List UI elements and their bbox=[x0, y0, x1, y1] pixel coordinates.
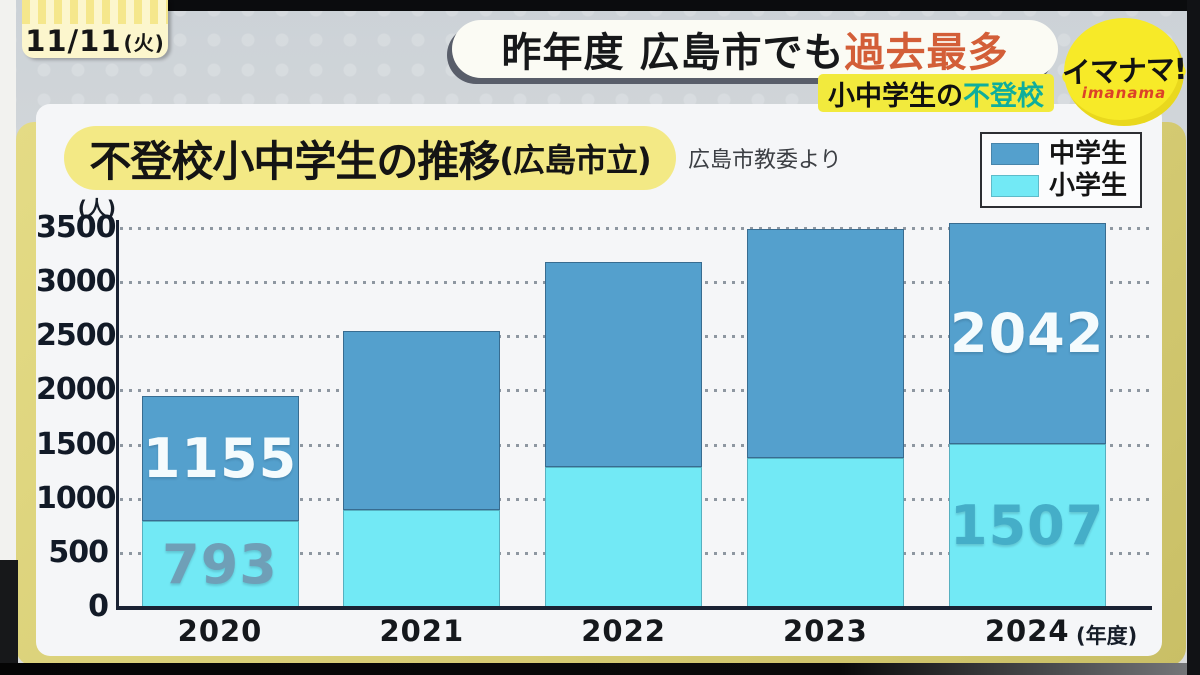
legend-label: 中学生 bbox=[1049, 139, 1128, 169]
headline-text: 昨年度 広島市でも bbox=[501, 30, 845, 76]
date-badge: 11/11 (火) bbox=[22, 0, 168, 58]
bar-value-2020-小学生: 793 bbox=[162, 532, 278, 596]
y-tick-label-1500: 1500 bbox=[36, 426, 117, 462]
legend-box: 中学生 小学生 bbox=[980, 132, 1142, 208]
screen-edge-left bbox=[0, 0, 16, 572]
screen-edge-bottom bbox=[0, 663, 1200, 675]
bar-2021-小学生 bbox=[343, 509, 501, 607]
x-label-2020: 2020 bbox=[177, 614, 263, 648]
topic-highlight: 不登校 bbox=[963, 80, 1044, 112]
x-label-2024: 2024 bbox=[984, 614, 1070, 648]
bar-2023-中学生 bbox=[746, 229, 904, 459]
x-label-2023: 2023 bbox=[783, 614, 868, 648]
lemon-icon bbox=[1060, 18, 1188, 126]
bar-value-2024-中学生: 2042 bbox=[950, 301, 1105, 365]
y-axis-unit: (人) bbox=[77, 196, 116, 220]
headline-highlight: 過去最多 bbox=[844, 30, 1009, 76]
chart-title: 不登校小中学生の推移 bbox=[89, 136, 500, 186]
y-tick-label-3500: 3500 bbox=[36, 210, 117, 245]
bar-2023-小学生 bbox=[746, 458, 904, 607]
y-tick-label-1000: 1000 bbox=[36, 480, 117, 516]
bar-2022-中学生 bbox=[545, 261, 703, 468]
y-tick-label-500: 500 bbox=[48, 534, 109, 570]
topic-text: 小中学生の bbox=[828, 80, 963, 112]
chart-title-suffix: (広島市立) bbox=[499, 141, 651, 179]
chart-title-pill: 不登校小中学生の推移 (広島市立) bbox=[64, 126, 676, 190]
program-logo: イマナマ! imanama bbox=[1058, 14, 1190, 132]
chart-panel: 不登校小中学生の推移 (広島市立) 広島市教委より 中学生 小学生 (人) 0 500… bbox=[36, 104, 1162, 656]
bar-2021-中学生 bbox=[343, 330, 501, 510]
plot-area: 0 500 1000 1500 2000 2500 3000 3500 793 1155 2020 2… bbox=[36, 104, 1162, 656]
legend-label: 小学生 bbox=[1049, 171, 1128, 201]
screen-edge-left-dark bbox=[0, 560, 18, 675]
date-value: 11/11 bbox=[25, 24, 122, 58]
x-axis-line bbox=[116, 606, 1152, 610]
x-label-2022: 2022 bbox=[581, 614, 666, 648]
topic-banner: 小中学生の 不登校 bbox=[818, 74, 1054, 112]
legend-swatch-中学生 bbox=[991, 143, 1039, 165]
legend-item-小学生: 小学生 bbox=[991, 172, 1131, 200]
x-axis-unit: (年度) bbox=[1076, 624, 1138, 648]
y-tick-label-2000: 2000 bbox=[36, 372, 117, 408]
bar-2020-小学生: 793 bbox=[141, 521, 299, 607]
bar-2022-小学生 bbox=[545, 467, 703, 607]
bar-2024-小学生: 1507 bbox=[948, 443, 1106, 607]
screen-edge-top bbox=[160, 0, 1194, 11]
y-tick-label-2500: 2500 bbox=[36, 318, 117, 354]
bar-value-2024-小学生: 1507 bbox=[950, 493, 1105, 557]
headline-banner: 昨年度 広島市でも 過去最多 bbox=[452, 20, 1058, 78]
legend-item-中学生: 中学生 bbox=[991, 140, 1131, 168]
date-weekday: (火) bbox=[123, 30, 165, 55]
x-label-2021: 2021 bbox=[379, 614, 465, 648]
bar-2020-中学生: 1155 bbox=[141, 396, 299, 522]
y-tick-label-0: 0 bbox=[88, 589, 109, 624]
y-tick-label-3000: 3000 bbox=[36, 264, 117, 300]
gridline-3500 bbox=[120, 227, 1150, 230]
date-badge-stripes bbox=[22, 0, 168, 24]
bar-2024-中学生: 2042 bbox=[948, 222, 1106, 444]
screen-edge-right bbox=[1187, 0, 1200, 675]
date-text: 11/11 (火) bbox=[22, 24, 168, 58]
legend-swatch-小学生 bbox=[991, 175, 1039, 197]
source-credit: 広島市教委より bbox=[688, 148, 842, 173]
bar-value-2020-中学生: 1155 bbox=[142, 427, 298, 491]
logo-subtitle: imanama bbox=[1081, 84, 1167, 102]
y-axis-line bbox=[116, 220, 119, 610]
